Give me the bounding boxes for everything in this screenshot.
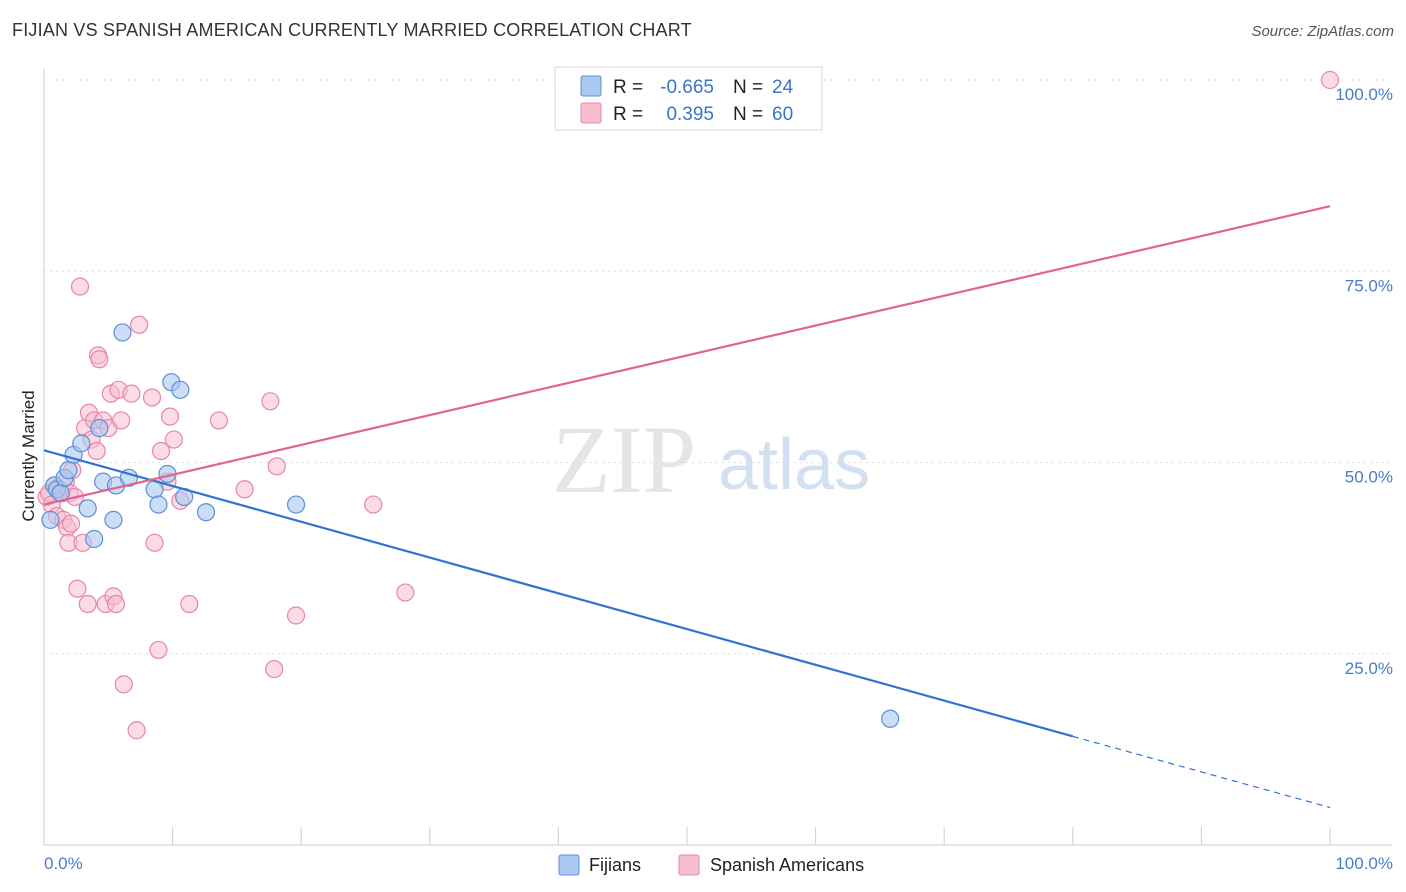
- fijian-trend-extension: [1072, 735, 1331, 809]
- spanish-point: [87, 441, 106, 461]
- fijian-point: [85, 529, 104, 549]
- spanish-point: [127, 721, 146, 740]
- y-tick-label: 75.0%: [1345, 276, 1393, 295]
- spanish-point: [180, 594, 199, 614]
- spanish-point: [112, 411, 131, 430]
- fijian-point: [881, 709, 900, 728]
- legend-n-label: N =: [733, 104, 763, 125]
- fijian-point: [90, 418, 109, 438]
- fijian-point: [104, 510, 123, 529]
- spanish-point: [114, 675, 133, 694]
- spanish-point: [61, 514, 81, 533]
- bottom-legend-spanish: Spanish Americans: [710, 855, 864, 875]
- y-tick-label: 25.0%: [1345, 659, 1393, 678]
- bottom-legend-swatch-spanish: [678, 854, 700, 876]
- trend-lines: [43, 205, 1331, 809]
- spanish-point: [364, 495, 383, 514]
- spanish-point: [261, 392, 280, 411]
- legend-n-label: N =: [733, 77, 763, 98]
- spanish-point: [209, 411, 228, 430]
- chart-title: FIJIAN VS SPANISH AMERICAN CURRENTLY MAR…: [12, 20, 692, 40]
- fijian-point: [196, 503, 216, 522]
- fijian-point: [113, 323, 132, 342]
- gridlines: [44, 79, 1392, 655]
- spanish-point: [267, 457, 286, 476]
- legend-swatch-fijians: [580, 75, 602, 97]
- spanish-point: [145, 533, 164, 552]
- source-credit: Source: ZipAtlas.com: [1251, 23, 1394, 40]
- y-tick-label: 50.0%: [1345, 468, 1393, 487]
- spanish-point: [151, 441, 171, 461]
- legend-r-label: R =: [613, 104, 643, 125]
- legend: R = -0.665 N = 24 R = 0.395 N = 60: [554, 66, 823, 131]
- legend-r-value: -0.665: [660, 77, 714, 98]
- spanish-point: [265, 659, 284, 679]
- spanish-point: [78, 594, 97, 614]
- fijian-point: [286, 495, 306, 514]
- y-tick-label: 100.0%: [1335, 85, 1393, 104]
- spanish-point: [106, 594, 126, 614]
- fijian-trend-line: [43, 449, 1074, 738]
- fijian-point: [171, 380, 190, 399]
- spanish-point: [122, 384, 141, 403]
- watermark-zip: ZIP: [552, 406, 696, 513]
- y-axis-label: Currently Married: [19, 390, 38, 521]
- y-tick-labels: 25.0% 50.0% 75.0% 100.0%: [1335, 85, 1393, 678]
- watermark-atlas: atlas: [718, 425, 870, 505]
- x-tick-label: 0.0%: [44, 854, 83, 873]
- fijian-point: [78, 499, 97, 518]
- bottom-legend: Fijians Spanish Americans: [558, 854, 864, 876]
- legend-swatch-spanish: [580, 102, 602, 124]
- spanish-point: [130, 315, 149, 334]
- spanish-point: [1320, 70, 1340, 90]
- spanish-point: [149, 640, 168, 660]
- spanish-point: [164, 430, 183, 449]
- legend-r-value: 0.395: [666, 104, 714, 125]
- spanish-point: [68, 579, 87, 598]
- fijian-points: [41, 323, 900, 728]
- fijian-point: [41, 510, 60, 529]
- spanish-point: [160, 407, 180, 426]
- spanish-point: [286, 606, 306, 625]
- x-tick-label: 100.0%: [1335, 854, 1393, 873]
- spanish-trend-line: [43, 205, 1331, 506]
- bottom-legend-swatch-fijians: [558, 854, 580, 876]
- spanish-point: [235, 480, 254, 499]
- x-tick-labels: 0.0% 100.0%: [44, 854, 1393, 873]
- spanish-point: [142, 388, 162, 407]
- fijian-point: [149, 495, 168, 514]
- bottom-legend-fijians: Fijians: [589, 855, 641, 875]
- legend-n-value: 60: [772, 104, 793, 125]
- legend-n-value: 24: [772, 77, 794, 98]
- legend-r-label: R =: [613, 77, 643, 98]
- spanish-point: [90, 350, 109, 369]
- axes: [43, 68, 1392, 846]
- spanish-point: [70, 277, 90, 296]
- fijian-point: [72, 434, 91, 453]
- spanish-point: [396, 583, 415, 602]
- fijian-point: [59, 461, 78, 480]
